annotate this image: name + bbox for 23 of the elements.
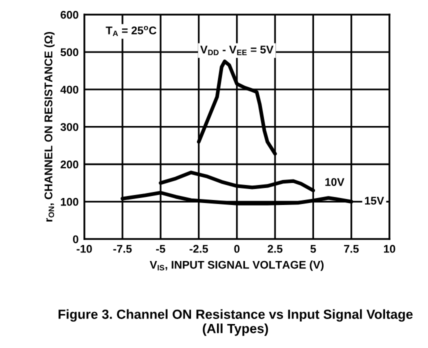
annotation: 10V [325,178,344,186]
x-tick-label: -10 [76,244,92,253]
annotation: V$_{DD}$ - V$_{EE}$ = 5V [200,46,274,56]
x-tick-label: 2.5 [268,244,282,253]
y-tick-label: 400 [60,86,78,94]
x-tick-label: 0 [234,244,240,253]
x-tick-label: -2.5 [190,244,208,253]
y-tick-label: 100 [60,198,78,206]
x-tick-label: 5 [310,245,316,253]
y-tick-label: 0 [73,235,78,244]
y-axis-title: r$_{ON}$, CHANNEL ON RESISTANCE (Ω) [44,32,55,222]
annotation: 15V [365,196,384,205]
y-tick-label: 500 [60,48,78,56]
y-tick-label: 300 [60,123,78,131]
y-tick-label: 200 [60,160,78,168]
x-axis-title: V$_{IS}$, INPUT SIGNAL VOLTAGE (V) [150,260,324,271]
x-tick-label: -5 [156,245,166,253]
y-tick-label: 600 [60,10,78,19]
x-tick-label: 7.5 [344,245,359,253]
caption: Figure 3. Channel ON Resistance vs Input Signal Voltage (All Types) [58,309,413,336]
annotation: T$_{A}$ = 25$^{o}$C [106,26,156,36]
x-tick-label: 10 [384,244,396,253]
x-tick-label: -7.5 [113,245,132,253]
